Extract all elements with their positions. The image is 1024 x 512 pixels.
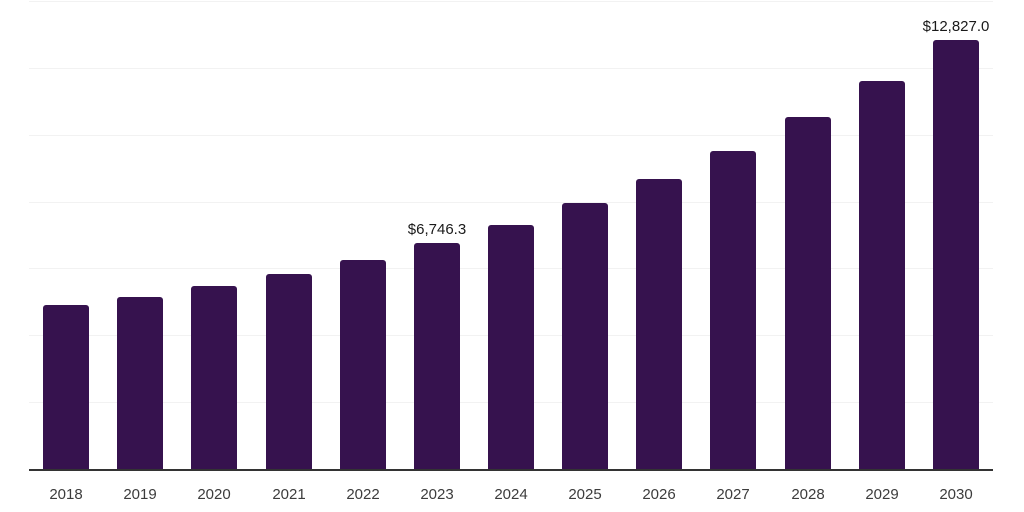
bar-2028 (785, 117, 831, 469)
x-tick-label-2029: 2029 (865, 486, 899, 503)
bar-value-label-2023: $6,746.3 (407, 221, 467, 238)
bar-2019 (117, 297, 163, 469)
bar-2029 (859, 81, 905, 469)
x-axis-line (29, 469, 993, 471)
x-tick-label-2022: 2022 (346, 486, 380, 503)
x-tick-label-2027: 2027 (716, 486, 750, 503)
gridline-10000 (29, 135, 993, 136)
x-tick-label-2023: 2023 (420, 486, 454, 503)
x-tick-label-2020: 2020 (197, 486, 231, 503)
bar-2023 (414, 243, 460, 469)
x-tick-label-2025: 2025 (568, 486, 602, 503)
gridline-8000 (29, 202, 993, 203)
x-tick-label-2021: 2021 (272, 486, 306, 503)
bar-2018 (43, 305, 89, 469)
bar-2026 (636, 179, 682, 469)
x-tick-label-2024: 2024 (494, 486, 528, 503)
x-tick-label-2028: 2028 (791, 486, 825, 503)
bar-value-label-2030: $12,827.0 (922, 18, 990, 35)
bar-2030 (933, 40, 979, 469)
bar-2022 (340, 260, 386, 469)
x-tick-label-2018: 2018 (49, 486, 83, 503)
gridline-14000 (29, 1, 993, 2)
bar-2021 (266, 274, 312, 469)
bar-2025 (562, 203, 608, 469)
bar-2027 (710, 151, 756, 469)
bar-2020 (191, 286, 237, 469)
x-tick-label-2026: 2026 (642, 486, 676, 503)
gridline-12000 (29, 68, 993, 69)
x-tick-label-2030: 2030 (939, 486, 973, 503)
bar-2024 (488, 225, 534, 469)
x-tick-label-2019: 2019 (123, 486, 157, 503)
